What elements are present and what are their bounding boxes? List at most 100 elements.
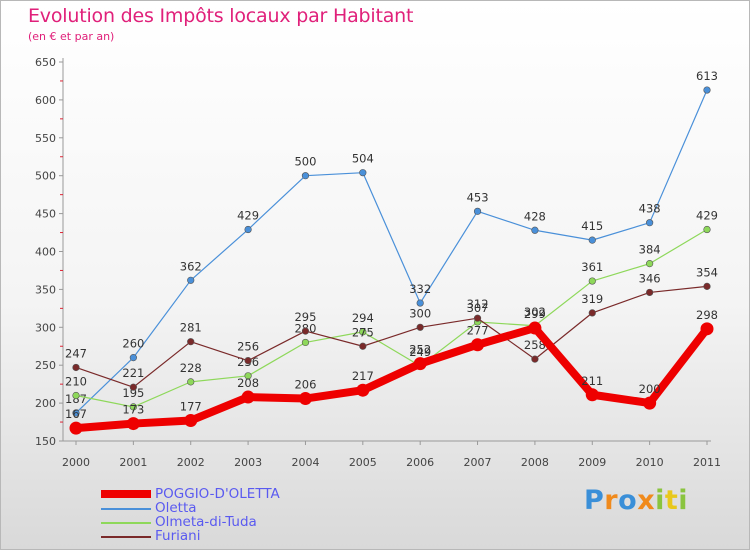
data-label: 299	[524, 307, 546, 321]
data-label: 361	[581, 260, 603, 274]
data-point	[588, 277, 596, 285]
y-tick-label: 500	[35, 170, 56, 183]
data-label: 258	[524, 338, 546, 352]
x-tick-label: 2003	[234, 456, 262, 469]
data-label: 249	[409, 345, 431, 359]
data-point	[531, 355, 539, 363]
data-label: 177	[180, 400, 202, 414]
data-point	[72, 409, 80, 417]
legend-item: Olmeta-di-Tuda	[101, 514, 401, 531]
x-tick-label: 2001	[119, 456, 147, 469]
data-label: 200	[639, 382, 661, 396]
legend-swatch	[101, 508, 151, 510]
data-point	[703, 282, 711, 290]
data-label: 302	[524, 305, 546, 319]
y-tick-label: 300	[35, 321, 56, 334]
data-point	[241, 390, 255, 404]
proxiti-logo: Proxiti	[584, 485, 689, 516]
data-label: 277	[467, 324, 489, 338]
y-tick-label: 650	[35, 56, 56, 69]
data-point	[646, 260, 654, 268]
data-label: 252	[409, 343, 431, 357]
data-point	[646, 288, 654, 297]
y-tick-label: 250	[35, 359, 56, 372]
legend-item: Oletta	[101, 500, 401, 517]
data-label: 260	[122, 337, 144, 351]
data-label: 319	[581, 292, 603, 306]
data-point	[298, 392, 312, 406]
chart-title: Evolution des Impôts locaux par Habitant	[28, 5, 414, 27]
data-label: 438	[639, 202, 661, 216]
legend-label: Olmeta-di-Tuda	[155, 514, 257, 530]
x-tick-label: 2006	[406, 456, 434, 469]
y-tick-label: 450	[35, 208, 56, 221]
x-tick-label: 2002	[177, 456, 205, 469]
data-point	[700, 322, 714, 336]
data-point	[187, 276, 195, 284]
data-label: 307	[467, 301, 489, 315]
data-point	[359, 169, 367, 177]
data-point	[473, 207, 482, 215]
data-point	[301, 327, 310, 335]
legend-label: Oletta	[155, 500, 197, 516]
data-point	[703, 86, 711, 94]
legend-swatch	[101, 536, 151, 538]
x-tick-label: 2004	[291, 456, 319, 469]
data-point	[126, 417, 140, 431]
data-point	[72, 391, 80, 400]
y-tick-label: 400	[35, 246, 56, 259]
x-tick-label: 2008	[521, 456, 549, 469]
x-tick-label: 2007	[464, 456, 492, 469]
series-line-1	[75, 89, 708, 414]
data-point	[416, 299, 424, 307]
data-label: 210	[65, 375, 87, 389]
x-tick-label: 2010	[636, 456, 664, 469]
data-point	[356, 383, 370, 397]
data-label: 429	[237, 209, 259, 223]
y-tick-label: 600	[35, 94, 56, 107]
data-point	[416, 323, 424, 331]
data-label: 217	[352, 369, 374, 383]
data-point	[473, 314, 482, 322]
data-point	[301, 338, 310, 347]
series-line-2	[75, 228, 708, 408]
data-point	[471, 338, 485, 352]
data-label: 453	[467, 190, 489, 204]
data-point	[187, 378, 195, 386]
data-label: 312	[467, 297, 489, 311]
y-tick-label: 550	[35, 132, 56, 145]
y-tick-label: 350	[35, 283, 56, 296]
legend-item: Furiani	[101, 528, 401, 545]
data-label: 167	[65, 407, 87, 421]
data-label: 281	[180, 321, 202, 335]
data-point	[359, 342, 367, 350]
data-label: 294	[352, 311, 374, 325]
series-line-0	[72, 324, 711, 433]
data-label: 504	[352, 152, 374, 166]
data-point	[69, 421, 83, 435]
x-tick-label: 2011	[693, 456, 721, 469]
x-tick-label: 2009	[578, 456, 606, 469]
data-point	[528, 321, 542, 335]
legend-item: POGGIO-D'OLETTA	[101, 486, 401, 503]
data-point	[129, 354, 137, 362]
legend-label: Furiani	[155, 528, 201, 544]
data-label: 228	[180, 361, 202, 375]
data-label: 298	[696, 308, 718, 322]
data-point	[129, 403, 137, 411]
data-point	[187, 338, 195, 346]
data-label: 256	[237, 340, 259, 354]
data-label: 362	[180, 259, 202, 273]
data-label: 415	[581, 219, 603, 233]
data-point	[588, 309, 596, 317]
data-label: 300	[409, 306, 431, 320]
x-tick-label: 2000	[62, 456, 90, 469]
data-label: 354	[696, 265, 718, 279]
legend-label: POGGIO-D'OLETTA	[155, 486, 280, 502]
data-label: 208	[237, 376, 259, 390]
data-label: 247	[65, 346, 87, 360]
data-point	[244, 225, 252, 234]
data-point	[244, 357, 252, 365]
data-point	[643, 396, 657, 410]
data-point	[585, 388, 599, 402]
